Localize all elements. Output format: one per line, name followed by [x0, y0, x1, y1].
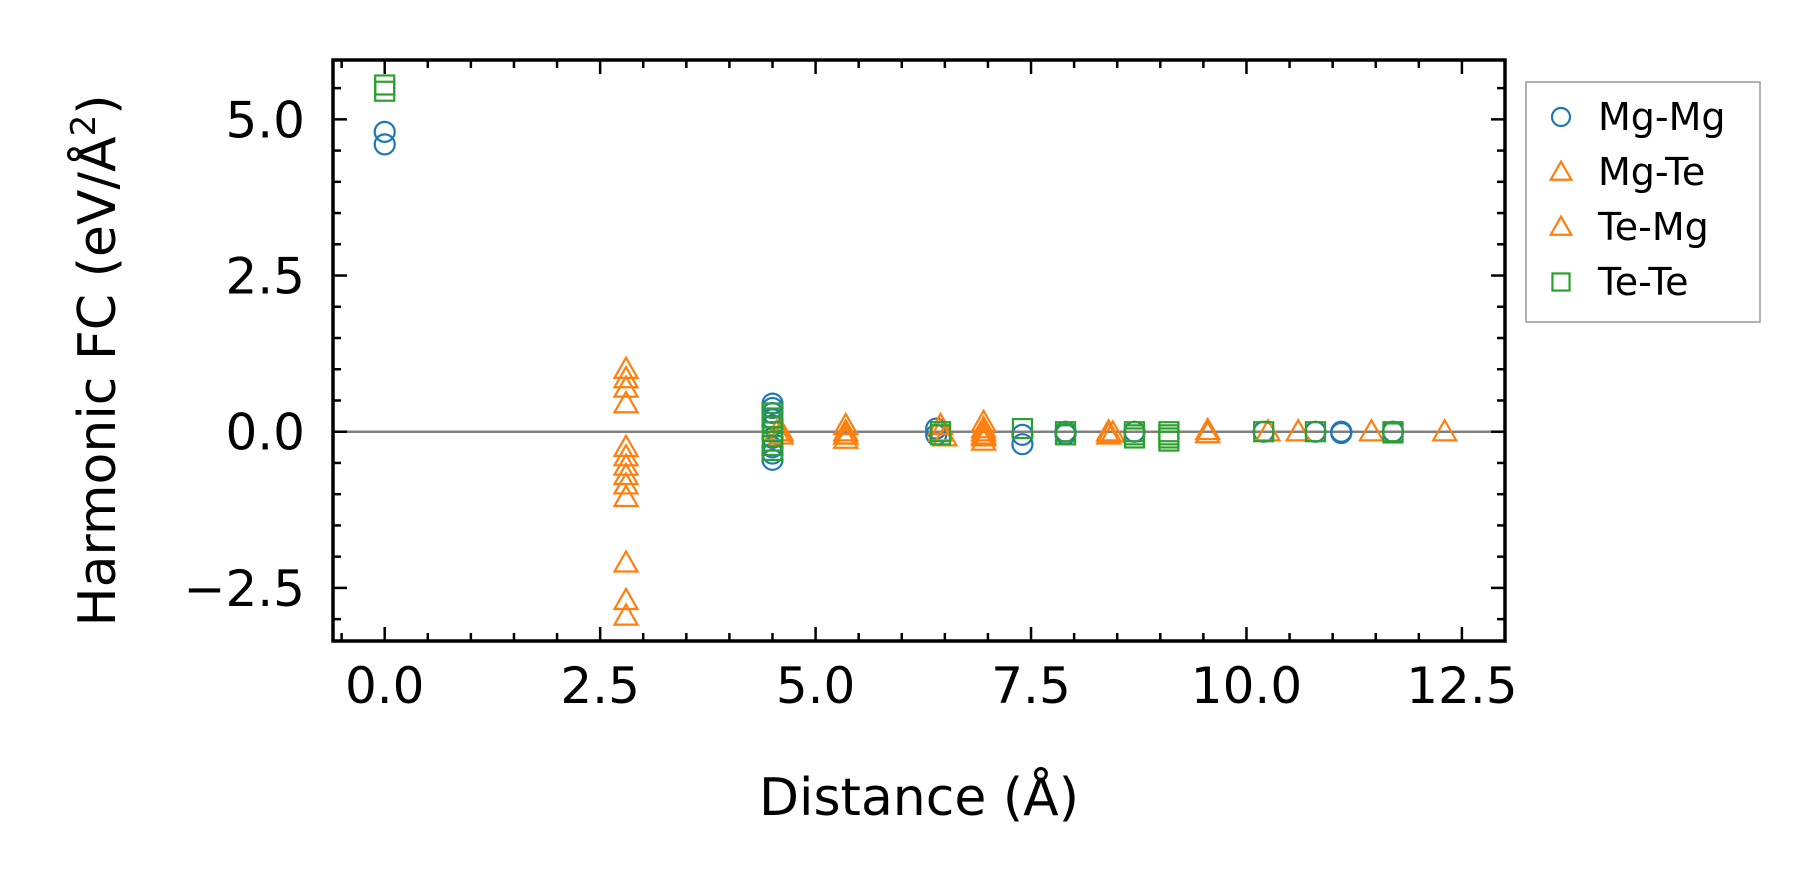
x-tick-label: 5.0 — [776, 657, 856, 715]
data-point — [1194, 419, 1222, 444]
y-tick-label: 5.0 — [225, 91, 305, 149]
x-tick-label: 2.5 — [560, 657, 640, 715]
data-point — [1011, 417, 1034, 440]
data-point — [1194, 416, 1222, 441]
legend-marker — [1548, 159, 1574, 181]
y-axis-label-main: Harmonic FC (eV/Å — [66, 136, 128, 627]
data-point — [612, 549, 640, 573]
data-point — [612, 471, 640, 495]
x-axis-label: Distance (Å) — [759, 766, 1079, 828]
data-point — [1304, 421, 1327, 443]
plot-area — [333, 74, 1505, 626]
data-point — [1054, 424, 1077, 446]
legend-item: Mg-Te — [1548, 150, 1705, 194]
data-point — [1330, 421, 1353, 445]
data-point — [970, 421, 998, 445]
data-point — [612, 389, 640, 414]
data-point — [1099, 419, 1127, 443]
series-mg-te — [612, 355, 1459, 626]
y-tick-label: 2.5 — [225, 248, 305, 306]
legend-item: Te-Te — [1551, 260, 1689, 304]
data-point — [612, 374, 640, 398]
data-point — [1011, 433, 1034, 456]
series-te-te — [374, 74, 1404, 462]
data-point — [1095, 421, 1122, 445]
plot-frame — [331, 58, 1507, 643]
x-tick-label: 7.5 — [991, 657, 1071, 715]
data-point — [1431, 417, 1459, 442]
tick-labels: 0.0 2.5 5.0 7.5 10.0 12.5 −2.5 0.0 2.5 5.0 — [184, 91, 1518, 715]
data-point — [832, 421, 860, 445]
data-point — [970, 414, 998, 439]
legend-label: Mg-Te — [1598, 150, 1705, 194]
legend-item: Te-Mg — [1548, 205, 1709, 249]
data-point — [1382, 422, 1404, 444]
x-tick-label: 0.0 — [345, 657, 425, 715]
legend-label: Te-Mg — [1597, 205, 1709, 249]
data-point — [761, 439, 784, 462]
y-axis-label-superscript: 2 — [64, 115, 104, 137]
data-point — [832, 411, 860, 436]
legend-box — [1525, 81, 1761, 323]
data-point — [1158, 430, 1180, 452]
data-point — [1284, 417, 1312, 442]
data-point — [373, 133, 396, 156]
legend-marker — [1550, 106, 1572, 128]
data-point — [1095, 417, 1122, 442]
data-point — [970, 427, 998, 451]
y-axis-label-close: ) — [68, 94, 128, 114]
legend-marker — [1551, 272, 1571, 292]
legend-item: Mg-Mg — [1550, 95, 1726, 139]
y-tick-label: −2.5 — [184, 560, 305, 618]
data-point — [373, 120, 396, 143]
legend-label: Te-Te — [1597, 260, 1689, 304]
x-tick-label: 12.5 — [1406, 657, 1517, 715]
data-point — [612, 602, 640, 626]
legend-items: Mg-Mg Mg-Te Te-Mg Te-Te — [1548, 95, 1726, 304]
y-axis-label: Harmonic FC (eV/Å2) — [64, 94, 128, 626]
legend-marker — [1548, 214, 1574, 236]
data-point — [970, 417, 998, 442]
y-tick-label: 0.0 — [225, 404, 305, 462]
data-point — [929, 424, 952, 446]
data-point — [832, 417, 860, 442]
data-point — [612, 586, 640, 611]
data-point — [612, 483, 640, 508]
data-point — [832, 425, 860, 449]
x-tick-label: 10.0 — [1191, 657, 1302, 715]
data-point — [374, 80, 396, 102]
data-point — [1253, 421, 1275, 443]
legend-label: Mg-Mg — [1598, 95, 1726, 139]
legend: Mg-Mg Mg-Te Te-Mg Te-Te — [1525, 81, 1761, 323]
data-point — [1123, 427, 1146, 449]
data-point — [1358, 417, 1385, 442]
data-point — [612, 364, 640, 389]
